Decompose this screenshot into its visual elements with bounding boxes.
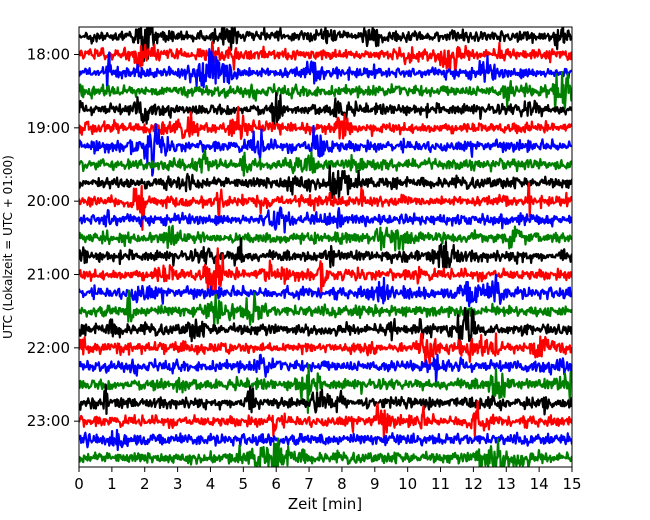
trace-line (79, 206, 572, 234)
trace-line (79, 437, 572, 467)
y-tick-label: 18:00 (27, 46, 70, 64)
trace-line (79, 182, 572, 231)
x-tick-label: 4 (206, 475, 216, 493)
y-tick-label: 21:00 (27, 266, 70, 284)
trace-line (79, 247, 572, 298)
y-tick-label: 19:00 (27, 119, 70, 137)
trace-line (79, 105, 572, 140)
x-axis: 0 1 2 3 4 5 6 7 8 9 10 11 12 13 14 15 (74, 467, 582, 493)
x-tick-label: 1 (107, 475, 117, 493)
trace-line (79, 399, 572, 441)
trace-line (79, 428, 572, 452)
x-tick-label: 8 (337, 475, 347, 493)
trace-line (79, 149, 572, 177)
trace-line (79, 47, 572, 92)
plot-frame (78, 26, 573, 468)
x-tick-label: 14 (530, 475, 549, 493)
trace-line (79, 289, 572, 327)
trace-line (79, 41, 572, 74)
trace-line (79, 27, 572, 63)
x-tick-label: 12 (464, 475, 483, 493)
x-tick-label: 0 (74, 475, 84, 493)
trace-line (79, 332, 572, 368)
y-axis-label: UTC (Lokalzeit = UTC + 01:00) (1, 155, 15, 339)
y-tick-label: 23:00 (27, 412, 70, 430)
trace-line (79, 92, 572, 126)
x-tick-label: 10 (398, 475, 417, 493)
x-axis-label: Zeit [min] (288, 495, 362, 513)
trace-line (79, 306, 572, 348)
x-tick-label: 13 (497, 475, 516, 493)
x-tick-label: 3 (173, 475, 183, 493)
y-axis: 18:00 19:00 20:00 21:00 22:00 23:00 (27, 46, 79, 430)
x-tick-label: 7 (304, 475, 314, 493)
x-tick-label: 5 (239, 475, 249, 493)
trace-line (79, 353, 572, 384)
x-tick-label: 2 (140, 475, 150, 493)
trace-line (79, 122, 572, 177)
trace-line (79, 273, 572, 308)
trace-layer (79, 27, 572, 467)
trace-line (79, 164, 572, 201)
x-tick-label: 15 (562, 475, 581, 493)
trace-line (79, 237, 572, 269)
x-tick-label: 11 (431, 475, 450, 493)
trace-line (79, 71, 572, 112)
trace-line (79, 383, 572, 416)
x-tick-label: 9 (370, 475, 380, 493)
trace-line (79, 224, 572, 252)
trace-line (79, 363, 572, 414)
x-tick-label: 6 (271, 475, 281, 493)
y-tick-label: 20:00 (27, 192, 70, 210)
y-tick-label: 22:00 (27, 339, 70, 357)
